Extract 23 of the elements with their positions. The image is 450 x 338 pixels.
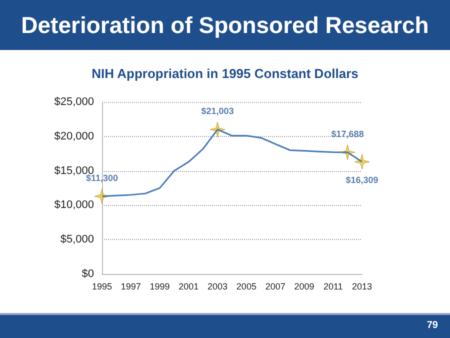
y-tick-label: $25,000: [54, 96, 94, 108]
y-tick-label: $5,000: [60, 234, 94, 246]
x-tick-label: 1999: [150, 282, 170, 292]
data-label: $21,003: [201, 106, 234, 116]
x-tick-label: 2011: [323, 282, 343, 292]
x-tick-label: 2007: [265, 282, 286, 292]
x-tick-label: 2003: [208, 282, 228, 292]
data-label: $11,300: [86, 173, 118, 184]
x-tick-label: 1997: [120, 282, 141, 292]
data-label: $16,309: [346, 175, 378, 186]
data-label: $17,688: [331, 129, 364, 140]
chart-title: Deterioration of Sponsored Research: [0, 0, 450, 50]
point: [354, 154, 370, 170]
y-tick-label: $10,000: [54, 199, 94, 212]
x-tick-label: 2009: [294, 282, 314, 292]
x-tick-label: 2005: [236, 282, 256, 292]
x-tick-label: 2013: [352, 282, 372, 292]
y-tick-label: $20,000: [54, 130, 94, 142]
text: 79: [426, 320, 438, 331]
y-tick-label: $0: [82, 268, 94, 280]
chart-subtitle: NIH Appropriation in 1995 Constant Dollars: [90, 66, 360, 81]
x-tick-label: 1995: [92, 282, 112, 292]
x-tick-label: 2001: [178, 282, 199, 292]
